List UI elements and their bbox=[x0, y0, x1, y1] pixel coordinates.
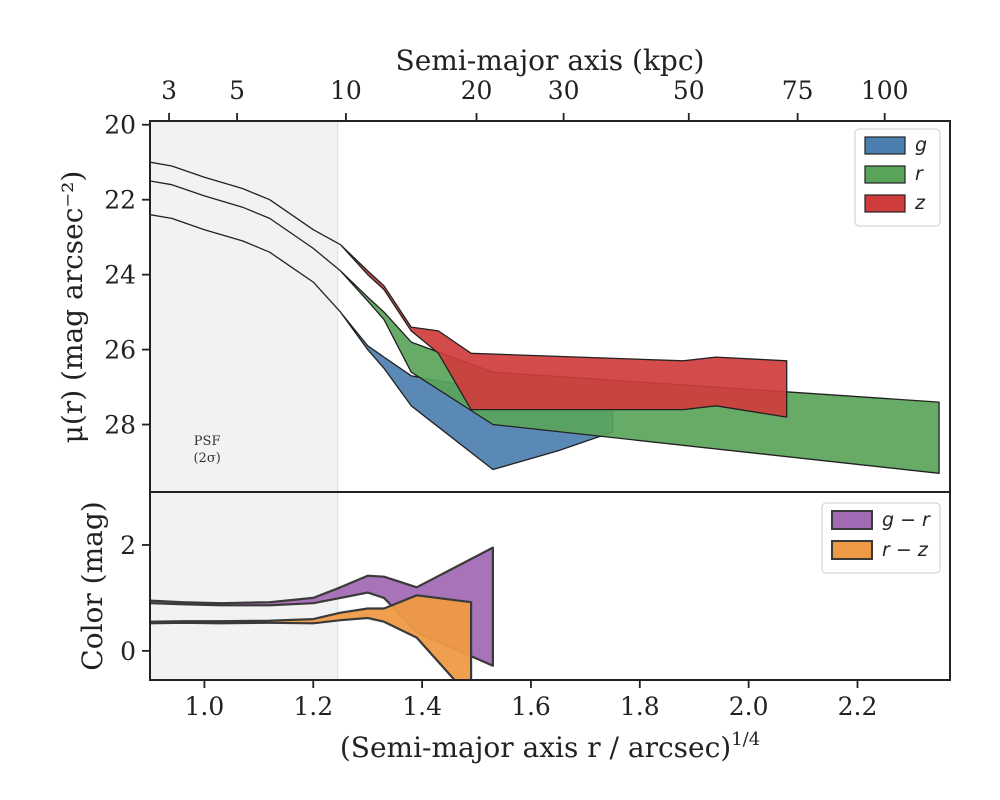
xtick-label-top: 100 bbox=[861, 76, 909, 105]
legend-surface-brightness: grz bbox=[854, 128, 941, 227]
bottom-x-axis-title-sup: 1/4 bbox=[731, 729, 760, 750]
ytick-label-bottom: 0 bbox=[120, 637, 136, 666]
xtick-label-top: 20 bbox=[461, 76, 493, 105]
ytick-label-top: 24 bbox=[104, 261, 136, 290]
xtick-label-top: 30 bbox=[548, 76, 580, 105]
xtick-label-bottom: 1.8 bbox=[620, 692, 660, 721]
psf-label: PSF bbox=[194, 434, 221, 449]
legend-color: g − r r − z bbox=[821, 502, 941, 574]
xtick-label-top: 5 bbox=[229, 76, 245, 105]
xtick-label-bottom: 1.6 bbox=[511, 692, 551, 721]
ytick-label-top: 28 bbox=[104, 411, 136, 440]
xtick-label-bottom: 2.0 bbox=[729, 692, 769, 721]
band-rz bbox=[150, 594, 473, 680]
xtick-label-top: 3 bbox=[161, 76, 177, 105]
ytick-label-top: 20 bbox=[104, 111, 136, 140]
psf-shade-top bbox=[150, 121, 338, 492]
top-y-axis-title: μ(r) (mag arcsec⁻²) bbox=[56, 171, 89, 444]
xtick-label-top: 50 bbox=[673, 76, 705, 105]
surface-brightness-bands bbox=[150, 161, 940, 474]
xtick-label-bottom: 1.4 bbox=[402, 692, 442, 721]
bottom-x-axis-title: (Semi-major axis r / arcsec)1/4 bbox=[340, 729, 760, 764]
bottom-panel-frame bbox=[149, 491, 951, 681]
axis-ticks: 20 22 24 26 28 0 2 1.0 1.2 1.4 1.6 1.8 2.0 2.2 3 5 10 20 3… bbox=[104, 76, 908, 721]
legend-swatch-g bbox=[864, 136, 906, 155]
bottom-x-axis-title-main: (Semi-major axis r / arcsec) bbox=[340, 731, 731, 764]
psf-sublabel: (2σ) bbox=[193, 451, 220, 466]
legend-label-z: z bbox=[914, 192, 926, 214]
xtick-label-bottom: 2.2 bbox=[838, 692, 878, 721]
legend-swatch-gr bbox=[831, 510, 873, 530]
color-bands bbox=[150, 546, 494, 680]
legend-label-r: r bbox=[915, 163, 924, 185]
xtick-label-top: 75 bbox=[782, 76, 814, 105]
xtick-label-bottom: 1.0 bbox=[185, 692, 225, 721]
psf-region bbox=[150, 121, 339, 680]
xtick-label-bottom: 1.2 bbox=[293, 692, 333, 721]
legend-swatch-z bbox=[864, 194, 906, 213]
legend-label-gr: g − r bbox=[882, 509, 931, 531]
psf-shade-bottom bbox=[150, 492, 338, 680]
ytick-label-top: 26 bbox=[104, 336, 136, 365]
legend-swatch-r bbox=[864, 165, 906, 184]
legend-swatch-rz bbox=[831, 540, 873, 560]
top-x-axis-title: Semi-major axis (kpc) bbox=[396, 44, 705, 77]
legend-label-g: g bbox=[915, 134, 927, 156]
bottom-y-axis-title: Color (mag) bbox=[76, 501, 109, 670]
ytick-label-top: 22 bbox=[104, 186, 136, 215]
band-z bbox=[150, 161, 788, 418]
xtick-label-top: 10 bbox=[330, 76, 362, 105]
legend-label-rz: r − z bbox=[882, 539, 929, 561]
ytick-label-bottom: 2 bbox=[120, 531, 136, 560]
